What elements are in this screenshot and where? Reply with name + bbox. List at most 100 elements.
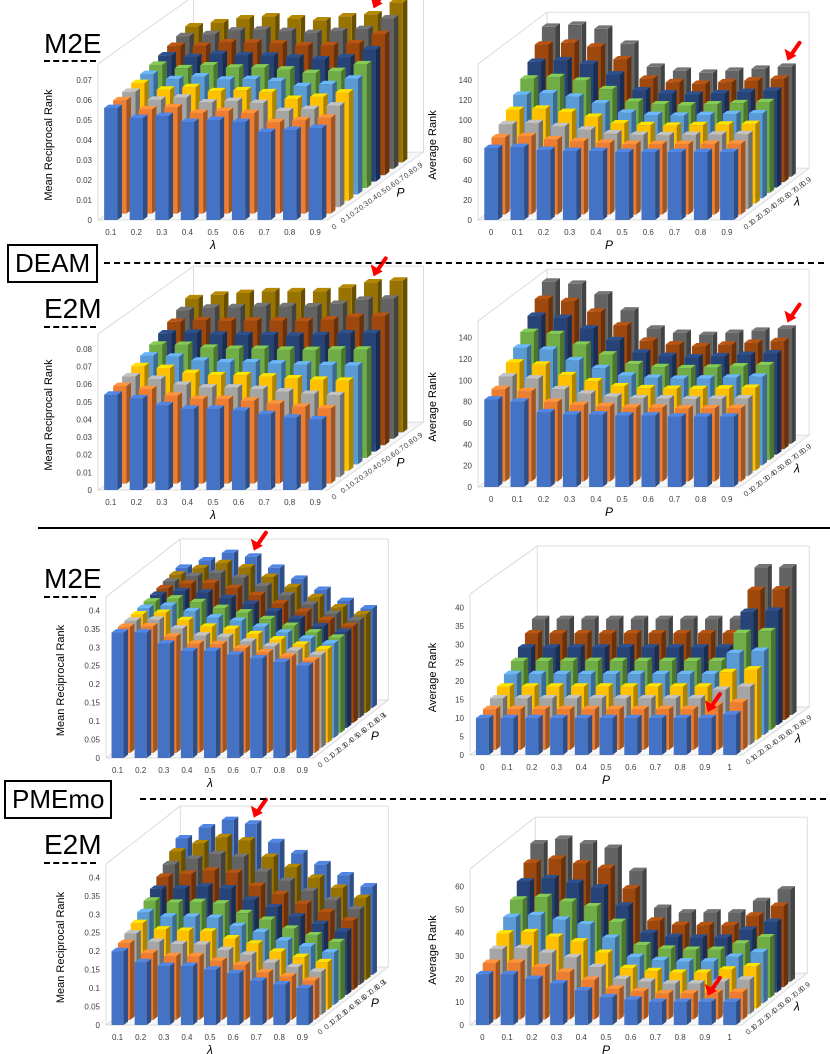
bar-0.5-0.5-top <box>627 670 645 675</box>
bar-0.8-1-top <box>337 597 354 601</box>
bar-0.1-0.6-top <box>546 73 565 78</box>
bar-0.6-0 <box>227 654 240 758</box>
bar-0.1-0.2-top <box>507 705 526 710</box>
x-tick-label: 0.3 <box>551 763 563 772</box>
bar-0.1-0.1-top <box>510 398 529 402</box>
bar-0.7-0.7-top <box>710 90 730 94</box>
bar-0.3-0.2-top <box>570 137 589 142</box>
bar-0.6-0 <box>231 410 246 490</box>
bar-0.1-0.1-top <box>117 939 135 944</box>
bar-0.3-0.5-top <box>200 344 219 348</box>
bar-0.4-0.1-side <box>199 952 204 1020</box>
bar-0.5-0.1-top <box>210 957 227 961</box>
bar-0.9-0.5-top <box>725 953 744 957</box>
bar-0.2-0.2-top <box>147 96 166 100</box>
x-tick-label: 0.6 <box>233 498 245 507</box>
bar-0.8-0.6-top <box>708 657 727 662</box>
bar-0.3-0.1-side <box>176 952 181 1020</box>
bar-0.5-0.1-top <box>599 993 617 998</box>
bar-1-0.2-side <box>742 988 748 1020</box>
z-tick-label: 1 <box>380 710 389 720</box>
bar-0.8-0.1-top <box>292 403 310 407</box>
dataset-box-pmemo: PMEmo <box>4 780 113 819</box>
bar-0.6-0.4-top <box>644 967 663 972</box>
bar-0.7-0.8-top <box>696 921 714 926</box>
x-tick-label: 0 <box>480 763 485 772</box>
bar-0.2-0.1 <box>525 718 539 755</box>
x-tick-label: 0.5 <box>617 228 629 237</box>
bar-0.9-0.5-top <box>328 938 345 943</box>
bar-0.9-0.6-top <box>362 329 381 334</box>
bar-0.4-0.4-top <box>595 683 614 687</box>
bar-0.7-0.9-top <box>307 874 325 878</box>
bar-0.1-0.1 <box>510 401 525 487</box>
bar-0.3-0.5-top <box>578 670 596 675</box>
bar-1-0.5-side <box>763 948 768 1004</box>
bar-0.2-0.3-top <box>551 122 570 127</box>
bar-0.4-0.6-top <box>608 918 627 923</box>
y-tick-label: 0 <box>88 216 93 225</box>
bar-1-0.3-top <box>736 976 755 980</box>
bar-0.1-0 <box>111 951 124 1025</box>
bar-0.4-0.5-top <box>212 900 230 904</box>
bar-0.5-0.4-top <box>619 964 638 969</box>
bar-0.9-0.2-top <box>727 404 746 409</box>
bar-0.1-0.3-top <box>514 694 533 699</box>
bar-0.6-0.9-top <box>284 863 302 868</box>
x-axis-title: λ <box>209 508 216 522</box>
bar-0.1-0.1 <box>510 147 525 220</box>
bar-0.3-0.9-top <box>620 40 639 44</box>
bar-0.7-0-top <box>257 128 276 132</box>
x-tick-label: 0.7 <box>669 495 681 504</box>
bar-0.9-0.2-top <box>309 651 326 655</box>
bar-0.9-0 <box>296 988 309 1025</box>
bar-0.2-0.8-top <box>201 304 220 308</box>
bar-0.7-0.9-top <box>703 909 721 913</box>
bar-0.8-0.2-side <box>714 140 720 215</box>
bar-0.1-0.2-top <box>517 387 536 392</box>
bar-0.2-0.9-top <box>192 839 209 844</box>
bar-0.8-0 <box>273 662 286 758</box>
bar-0.7-0.2-top <box>655 990 674 994</box>
bar-0.8-0.8-top <box>744 77 763 81</box>
bar-0.1-1-top <box>175 835 193 839</box>
bar-0-0.1-side <box>488 714 494 755</box>
bar-0.9-0.1-top <box>698 714 716 719</box>
bar-0.2-0.8-top <box>201 30 220 35</box>
bar-0.6-0.1 <box>624 999 638 1025</box>
bar-0.7-0.4-top <box>275 937 293 941</box>
bar-0.1-0 <box>104 108 118 220</box>
y-tick-label: 0 <box>460 1021 465 1030</box>
bar-0.2-0-side <box>146 629 152 758</box>
bar-0.5-0.6-top <box>242 896 259 900</box>
bar-0-0.1-top <box>484 396 503 400</box>
chart-deam-m2e-ar: 0 20 40 60 80 100 120 140 0 0.1 0.2 0.3 0.4 0.5 0.6 0.7… <box>427 11 813 252</box>
bar-0.9-0.7-side <box>353 917 358 990</box>
bar-0.9-0.5-side <box>340 634 345 733</box>
bar-0.7-0.1-top <box>649 714 667 719</box>
bar-0.8-0.1-side <box>291 653 297 753</box>
bar-0.3-0.1-top <box>550 714 568 719</box>
bar-0.8-0.3-top <box>708 131 727 135</box>
bar-0.4-0-side <box>192 647 198 758</box>
bar-0.8-0.3-top <box>292 953 310 958</box>
bar-0.3-0.6-top <box>196 883 213 887</box>
bar-0.8-0.6-top <box>729 99 749 104</box>
label-e2m-deam: E2M <box>44 293 102 325</box>
bar-0.1-0.8-top <box>560 39 580 43</box>
bar-0.8-0 <box>283 417 297 490</box>
bar-0.9-0.6-top <box>334 628 352 632</box>
bar-0.8-0-side <box>296 126 301 220</box>
bar-0.7-0.1-top <box>256 968 274 973</box>
y-tick-label: 60 <box>463 156 472 165</box>
bar-0.6-0.4-top <box>252 928 270 933</box>
bar-0.4-0.6-top <box>234 331 253 336</box>
bar-0.4-0-side <box>192 962 198 1025</box>
bar-0.1-0-side <box>117 104 122 220</box>
bar-0.9-1-top <box>360 883 377 887</box>
bar-0-0.1 <box>475 974 489 1025</box>
bar-0.7-0.6-top <box>684 657 702 662</box>
bar-0.3-0.4-top <box>183 913 200 917</box>
bar-1-0.4-side <box>756 962 761 1009</box>
bar-0.3-0.1-side <box>562 980 568 1025</box>
